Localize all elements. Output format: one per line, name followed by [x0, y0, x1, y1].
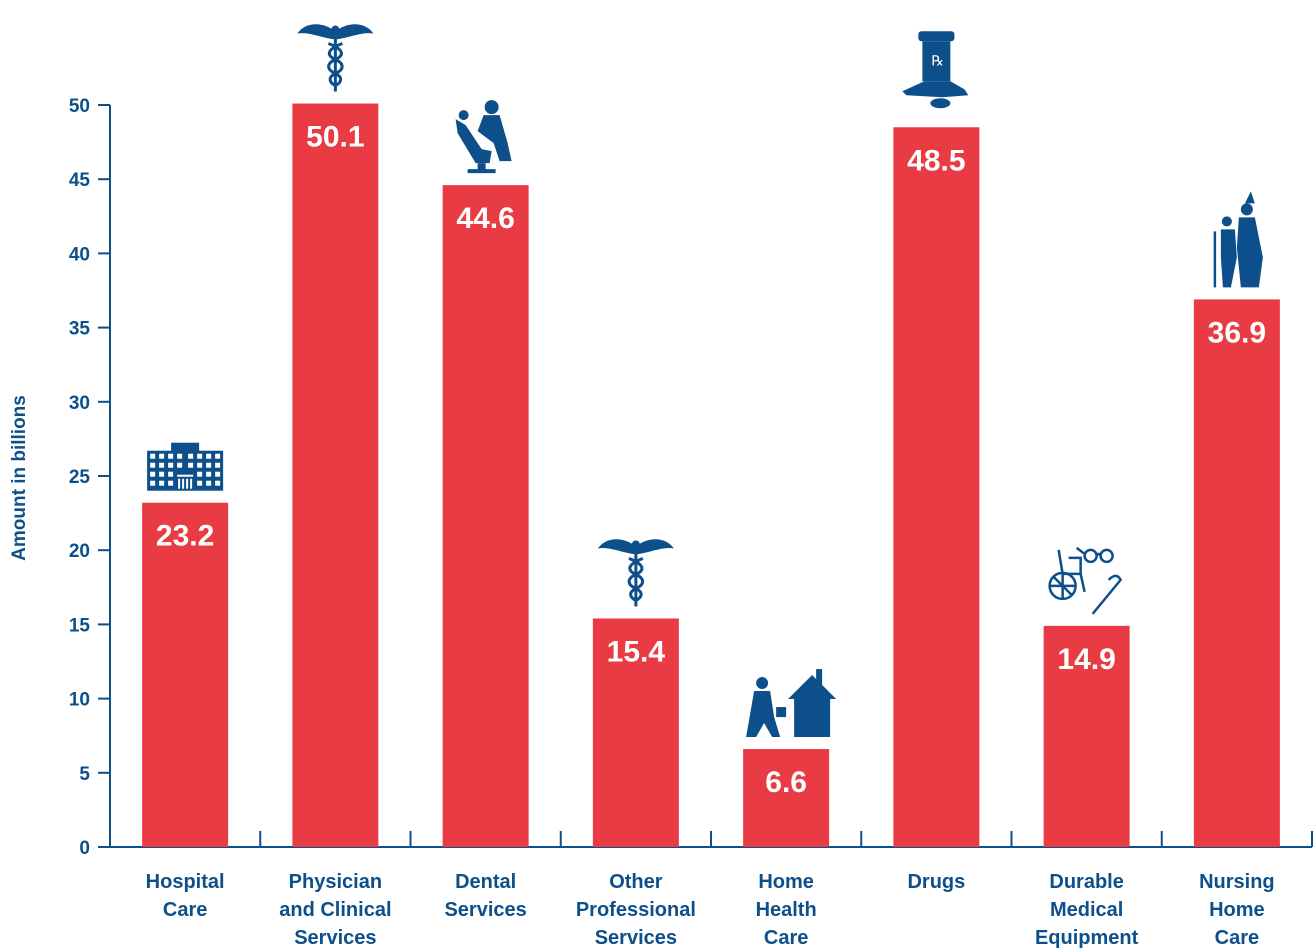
x-tick-label: Care — [1215, 927, 1259, 949]
bar-icons: ℞ — [147, 24, 1263, 738]
x-tick-label: Other — [609, 871, 663, 893]
bar-value-label: 14.9 — [1057, 643, 1115, 676]
x-tick-label: Health — [756, 899, 817, 921]
x-tick-label: Home — [1209, 899, 1265, 921]
bar-1 — [292, 103, 379, 848]
bar-4 — [743, 749, 830, 847]
bar-value-label: 48.5 — [907, 144, 965, 177]
x-tick-label: Drugs — [907, 871, 965, 893]
y-tick-label: 40 — [69, 244, 90, 265]
y-tick-label: 50 — [69, 96, 90, 117]
y-tick-label: 35 — [69, 319, 91, 340]
bar-2 — [442, 185, 529, 848]
y-tick-label: 5 — [79, 764, 90, 785]
x-tick-label: Hospital — [146, 871, 225, 893]
dentist-chair-icon — [455, 100, 512, 174]
y-tick-label: 30 — [69, 393, 90, 414]
x-tick-label: Professional — [576, 899, 696, 921]
bar-3 — [592, 618, 679, 847]
x-tick-label: Home — [758, 871, 814, 893]
x-tick-label: Dental — [455, 871, 516, 893]
x-tick-label: Nursing — [1199, 871, 1275, 893]
labels: 23.2 Hospital Care 50.1 Physician and Clinica… — [146, 121, 1275, 949]
bar-7 — [1193, 299, 1280, 847]
x-tick-label: Physician — [289, 871, 382, 893]
caduceus-icon — [597, 539, 674, 607]
bar-value-label: 50.1 — [306, 121, 364, 154]
y-tick-label: 10 — [69, 690, 90, 711]
home-visit-icon — [746, 669, 837, 738]
bar-value-label: 15.4 — [607, 635, 666, 668]
prescription-bottle-icon: ℞ — [902, 31, 969, 109]
hospital-building-icon — [147, 442, 224, 491]
bar-5 — [893, 127, 980, 847]
bar-6 — [1043, 625, 1130, 847]
x-tick-label: Medical — [1050, 899, 1123, 921]
y-axis-label: Amount in billions — [9, 395, 30, 561]
caduceus-icon — [297, 24, 374, 92]
x-tick-label: Durable — [1049, 871, 1123, 893]
x-tick-label: Services — [294, 927, 376, 949]
nursing-caregiver-icon — [1213, 191, 1263, 288]
x-tick-label: Services — [444, 899, 526, 921]
x-tick-label: Care — [163, 899, 207, 921]
y-tick-label: 25 — [69, 467, 91, 488]
x-tick-label: and Clinical — [279, 899, 391, 921]
y-tick-label: 20 — [69, 541, 90, 562]
x-tick-label: Services — [595, 927, 677, 949]
bar-value-label: 6.6 — [765, 766, 807, 799]
x-tick-label: Care — [764, 927, 808, 949]
y-tick-label: 45 — [69, 170, 91, 191]
bar-value-label: 44.6 — [456, 202, 514, 235]
bars — [142, 103, 1280, 848]
y-tick-label: 0 — [79, 838, 90, 859]
bar-value-label: 36.9 — [1208, 316, 1266, 349]
x-tick-label: Equipment — [1035, 927, 1139, 949]
wheelchair-glasses-cane-icon — [1048, 546, 1123, 615]
svg-text:℞: ℞ — [931, 52, 944, 68]
bar-value-label: 23.2 — [156, 520, 214, 553]
y-tick-label: 15 — [69, 615, 91, 636]
bar-0 — [142, 502, 229, 847]
